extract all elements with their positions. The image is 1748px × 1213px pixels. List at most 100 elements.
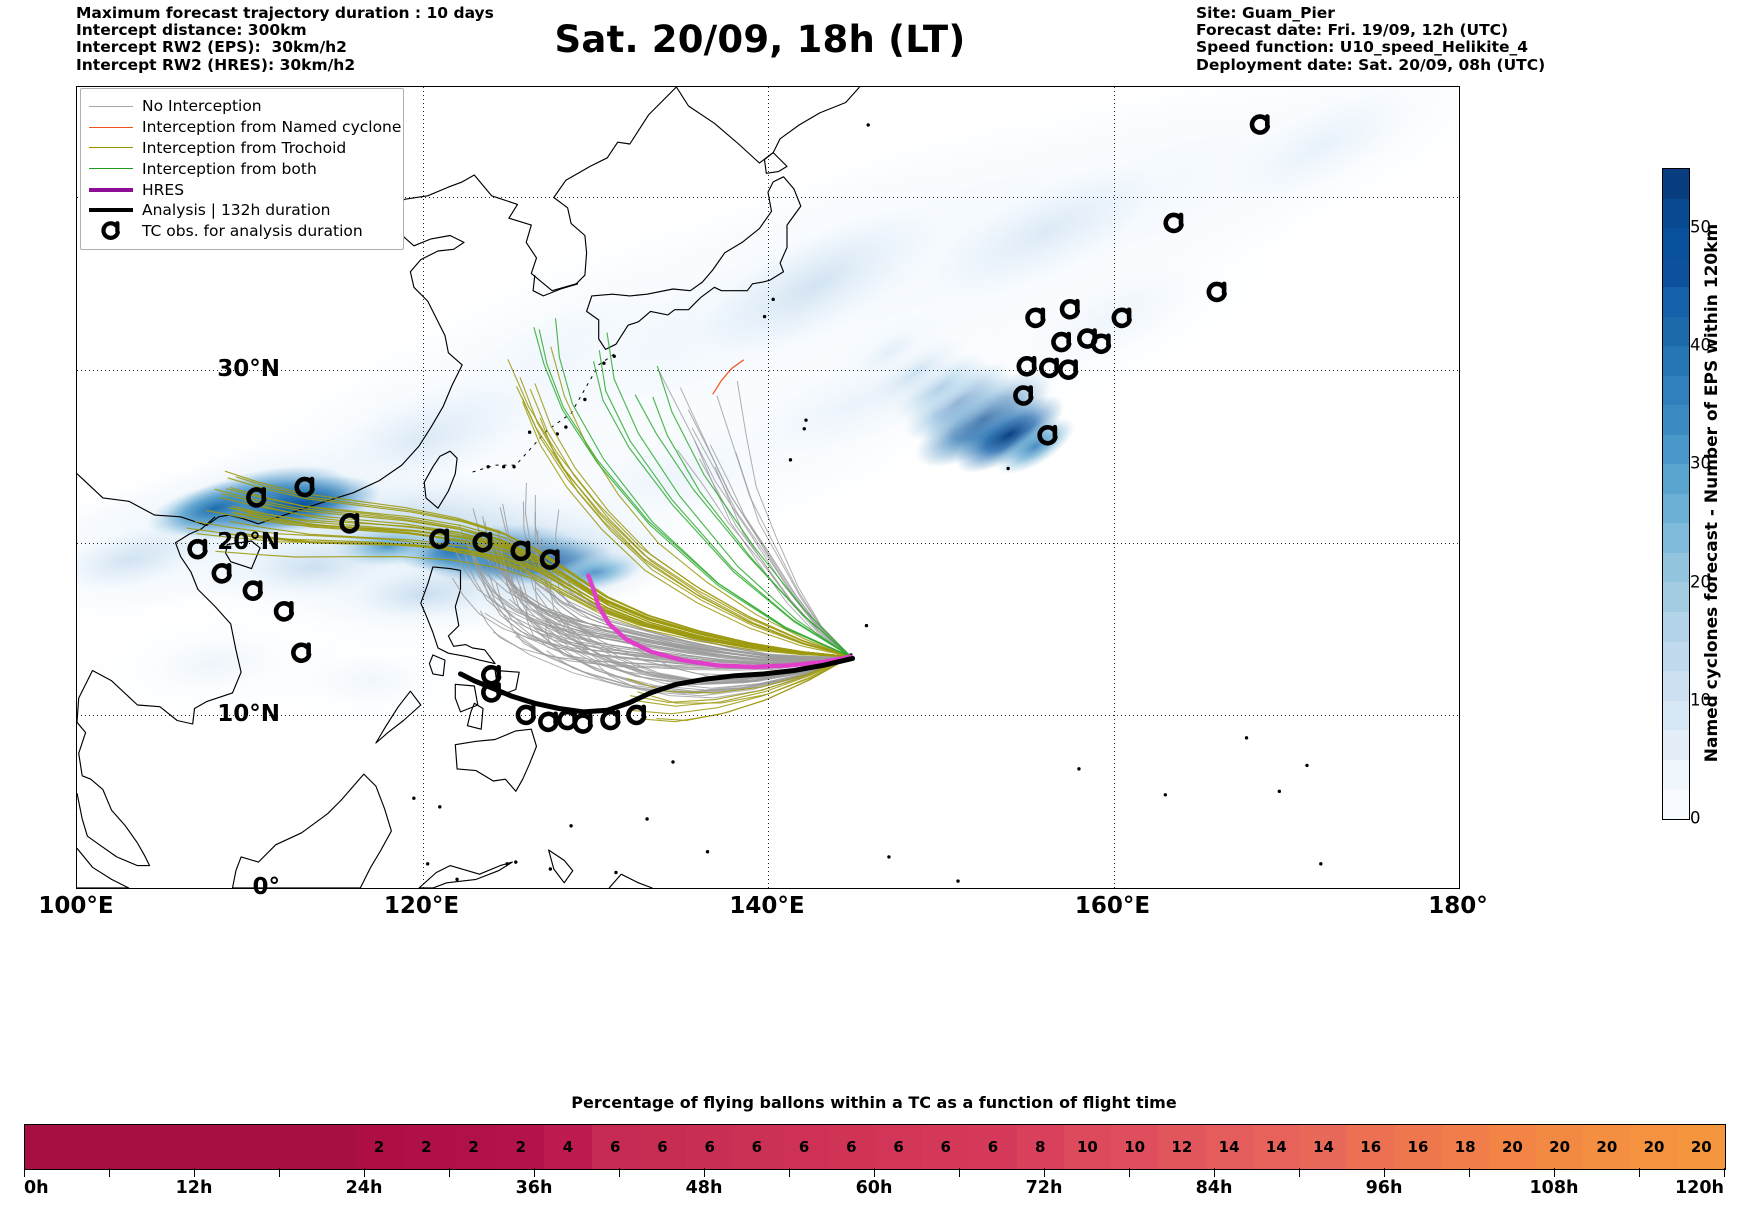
percent-bar-segment: 2 <box>497 1125 545 1169</box>
x-axis-tick-label: 100°E <box>38 893 114 919</box>
gridline-lon-160 <box>1113 87 1115 888</box>
percent-bar-tick <box>1554 1168 1556 1177</box>
colorbar-band <box>1663 523 1689 553</box>
percent-bar-tick-label: 12h <box>175 1178 213 1198</box>
percent-bar-tick <box>1129 1168 1131 1177</box>
percent-bar-tick <box>1639 1168 1641 1177</box>
legend-item-label: Interception from Trochoid <box>142 138 347 157</box>
legend-item-label: Interception from both <box>142 159 317 178</box>
gridline-lon-120 <box>422 87 424 888</box>
y-axis-tick-label: 20°N <box>217 528 280 555</box>
percent-bar-tick <box>704 1168 706 1177</box>
percent-bar: 2 2 2 2 4 6 6 6 6 6 6 6 6 6 8 10 10 12 14 14 14 16 16 18 20 20 20 2… <box>24 1124 1726 1170</box>
percent-bar-segment: 6 <box>638 1125 687 1169</box>
percent-bar-tick-label: 24h <box>345 1178 383 1198</box>
legend-item-4[interactable]: HRES <box>89 179 394 200</box>
percent-bar-segment: 16 <box>1394 1125 1442 1169</box>
legend-line-swatch <box>89 126 133 128</box>
percent-bar-ticks <box>24 1168 1726 1177</box>
colorbar-band <box>1663 641 1689 672</box>
y-axis-tick-label: 10°N <box>217 701 280 728</box>
percent-bar-segment: 20 <box>1630 1125 1678 1169</box>
percent-bar-segment <box>72 1125 120 1169</box>
percent-bar-tick <box>1724 1168 1726 1177</box>
legend-item-1[interactable]: Interception from Named cyclone <box>89 117 401 138</box>
percent-bar-tick <box>279 1168 281 1177</box>
legend-item-label: No Interception <box>142 97 262 116</box>
colorbar-axis-label: Named cyclones forecast - Number of EPS … <box>1700 168 1724 818</box>
percent-bar-segment: 12 <box>1158 1125 1206 1169</box>
colorbar-label-text: Named cyclones forecast - Number of EPS … <box>1702 223 1722 763</box>
legend-item-2[interactable]: Interception from Trochoid <box>89 138 394 159</box>
forecast-parameters-block: Maximum forecast trajectory duration : 1… <box>76 4 494 74</box>
x-axis-tick-label: 120°E <box>383 893 460 919</box>
colorbar-band <box>1663 730 1689 760</box>
x-axis-tick-label: 180° <box>1428 893 1488 919</box>
percent-bar-tick <box>534 1168 536 1177</box>
percent-bar-segment <box>166 1125 214 1169</box>
legend-item-label: Interception from Named cyclone <box>142 118 402 137</box>
percent-bar-tick <box>1384 1168 1386 1177</box>
percent-bar-tick <box>194 1168 196 1177</box>
percent-bar-segment: 2 <box>355 1125 403 1169</box>
colorbar-band <box>1663 493 1689 524</box>
colorbar-band <box>1663 464 1689 494</box>
percent-bar-segment <box>213 1125 262 1169</box>
percent-bar-segment: 8 <box>1016 1125 1064 1169</box>
legend-item-label: Analysis | 132h duration <box>142 201 331 220</box>
percent-bar-segment: 2 <box>449 1125 498 1169</box>
legend-item-3[interactable]: Interception from both <box>89 158 394 179</box>
percent-bar-tick <box>449 1168 451 1177</box>
colorbar-band <box>1663 169 1689 199</box>
percent-bar-segment: 6 <box>922 1125 970 1169</box>
x-axis-tick-label: 160°E <box>1074 893 1151 919</box>
site-metadata-line-2: Speed function: U10_speed_Helikite_4 <box>1196 38 1529 57</box>
percent-bar-tick <box>109 1168 111 1177</box>
colorbar-band <box>1663 228 1689 258</box>
percent-bar-segment <box>308 1125 356 1169</box>
x-axis-tick-label: 140°E <box>729 893 805 919</box>
percent-bar-segment: 20 <box>1677 1125 1725 1169</box>
percent-bar-segment: 4 <box>544 1125 592 1169</box>
legend-item-5[interactable]: Analysis | 132h duration <box>89 200 394 221</box>
legend-item-6[interactable]: TC obs. for analysis duration <box>89 221 394 242</box>
legend-line-swatch <box>89 147 133 149</box>
percent-bar-segment: 6 <box>733 1125 781 1169</box>
site-metadata-line-1: Forecast date: Fri. 19/09, 12h (UTC) <box>1196 21 1509 40</box>
percent-bar-segment: 6 <box>591 1125 639 1169</box>
percent-bar-segment: 6 <box>686 1125 734 1169</box>
percent-bar-tick-label: 120h <box>1675 1178 1724 1198</box>
percent-bar-segment: 6 <box>827 1125 875 1169</box>
site-metadata-line-3: Deployment date: Sat. 20/09, 08h (UTC) <box>1196 55 1546 74</box>
colorbar-band <box>1663 671 1689 701</box>
legend-line-swatch <box>89 105 133 107</box>
legend-item-0[interactable]: No Interception <box>89 96 394 117</box>
site-metadata-block: Site: Guam_Pier Forecast date: Fri. 19/09… <box>1196 4 1546 74</box>
percent-bar-segment: 16 <box>1347 1125 1395 1169</box>
percent-bar-segment <box>25 1125 73 1169</box>
y-axis-tick-label: 0° <box>252 874 280 900</box>
colorbar-band <box>1663 434 1689 465</box>
percent-bar-segment: 6 <box>874 1125 923 1169</box>
legend-item-label: HRES <box>142 180 185 199</box>
percent-bar-tick-label: 96h <box>1365 1178 1403 1198</box>
forecast-parameter-line-2: Intercept RW2 (EPS): 30km/h2 <box>76 38 347 57</box>
map-legend: No Interception Interception from Named c… <box>80 88 404 250</box>
percent-bar-segment: 20 <box>1488 1125 1536 1169</box>
percent-bar-segment: 6 <box>969 1125 1017 1169</box>
legend-line-swatch <box>89 187 133 192</box>
percent-bar-tick <box>619 1168 621 1177</box>
colorbar-band <box>1663 198 1689 229</box>
colorbar-band <box>1663 759 1689 790</box>
percent-bar-tick <box>364 1168 366 1177</box>
percent-bar-tick-label: 0h <box>24 1178 49 1198</box>
colorbar-band <box>1663 789 1689 819</box>
percent-bar-segment: 20 <box>1583 1125 1631 1169</box>
colorbar-band <box>1663 582 1689 612</box>
colorbar-band <box>1663 611 1689 642</box>
eps-colorbar <box>1662 168 1690 820</box>
legend-item-label: TC obs. for analysis duration <box>142 222 363 241</box>
forecast-parameter-line-0: Maximum forecast trajectory duration : 1… <box>76 4 494 22</box>
legend-line-swatch <box>89 168 133 170</box>
forecast-map[interactable] <box>76 86 1460 889</box>
